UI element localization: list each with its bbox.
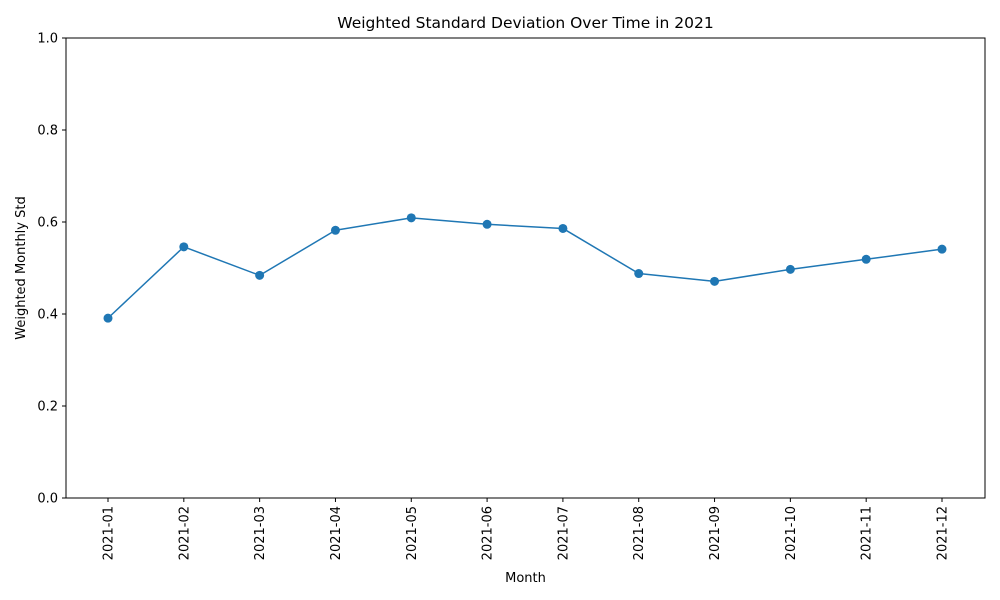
x-tick-label: 2021-02 bbox=[177, 506, 192, 560]
y-tick-label: 0.0 bbox=[37, 492, 58, 507]
data-point-2021-06 bbox=[482, 219, 492, 229]
y-axis: 0.0 0.2 0.4 0.6 0.8 1.0 bbox=[37, 32, 66, 507]
x-tick-label: 2021-10 bbox=[784, 506, 799, 560]
x-tick-label: 2021-05 bbox=[405, 506, 420, 560]
y-tick-label: 0.2 bbox=[37, 400, 58, 415]
data-point-2021-10 bbox=[785, 264, 795, 274]
x-axis-title: Month bbox=[505, 571, 546, 586]
x-tick-label: 2021-01 bbox=[102, 506, 117, 560]
data-point-2021-05 bbox=[406, 213, 416, 223]
y-tick-label: 0.8 bbox=[37, 124, 58, 139]
x-tick-label: 2021-08 bbox=[632, 506, 647, 560]
y-tick-label: 0.4 bbox=[37, 308, 58, 323]
series-layer bbox=[103, 213, 947, 323]
data-point-2021-02 bbox=[179, 242, 189, 252]
data-point-2021-01 bbox=[103, 313, 113, 323]
data-point-2021-04 bbox=[330, 225, 340, 235]
data-point-2021-03 bbox=[255, 270, 265, 280]
x-axis: 2021-01 2021-02 2021-03 2021-04 2021-05 2021-… bbox=[102, 498, 951, 560]
x-tick-label: 2021-04 bbox=[329, 506, 344, 560]
x-tick-label: 2021-03 bbox=[253, 506, 268, 560]
data-point-2021-07 bbox=[558, 223, 568, 233]
x-tick-label: 2021-09 bbox=[708, 506, 723, 560]
data-point-2021-09 bbox=[710, 276, 720, 286]
plot-area bbox=[65, 37, 986, 499]
data-point-2021-12 bbox=[937, 244, 947, 254]
data-point-2021-08 bbox=[634, 269, 644, 279]
x-tick-label: 2021-07 bbox=[556, 506, 571, 560]
y-tick-label: 0.6 bbox=[37, 216, 58, 231]
chart-title: Weighted Standard Deviation Over Time in… bbox=[337, 14, 713, 32]
y-axis-title: Weighted Monthly Std bbox=[14, 196, 29, 339]
y-tick-label: 1.0 bbox=[37, 32, 58, 47]
x-tick-label: 2021-12 bbox=[936, 506, 951, 560]
x-tick-label: 2021-06 bbox=[481, 506, 496, 560]
x-tick-label: 2021-11 bbox=[860, 506, 875, 560]
data-point-2021-11 bbox=[861, 254, 871, 264]
plot-frame bbox=[65, 37, 986, 499]
series-line bbox=[107, 217, 943, 319]
